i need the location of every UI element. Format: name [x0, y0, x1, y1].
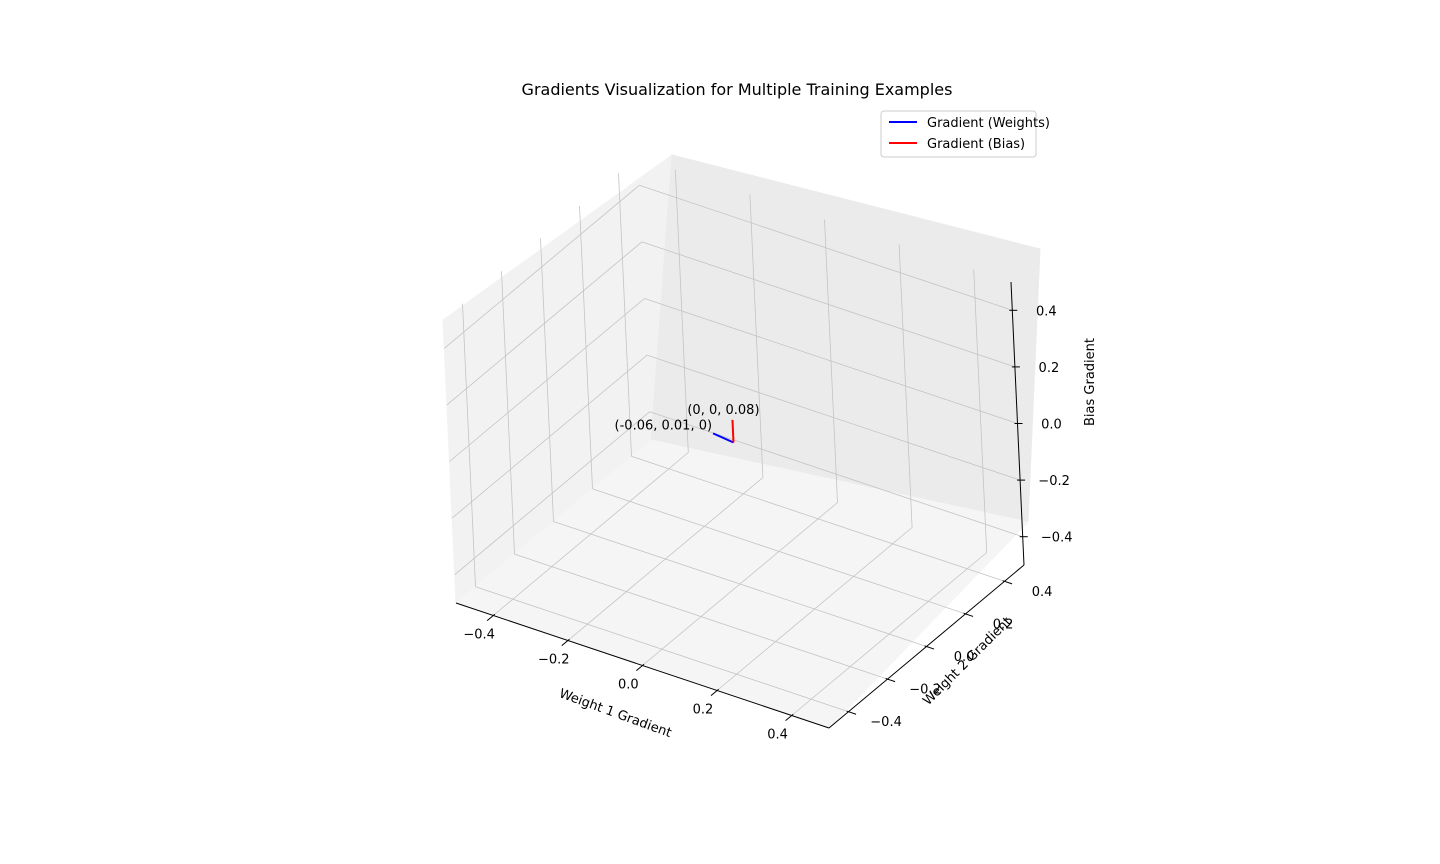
grid-line-z-left: [449, 298, 645, 462]
y-tick-label: −0.4: [870, 715, 902, 730]
x-tick-label: 0.0: [618, 678, 639, 693]
y-tick-mark: [885, 677, 896, 683]
y-tick-label: 0.4: [1032, 585, 1053, 600]
grid-line-y-floor: [475, 586, 849, 713]
y-tick-label: −0.2: [909, 683, 941, 698]
grid-line-z-left: [446, 241, 643, 406]
z-tick-label: 0.0: [1041, 418, 1062, 433]
z-tick-label: −0.4: [1041, 531, 1073, 546]
grid-line-z-back: [644, 298, 1018, 424]
grid-line-z-back: [649, 411, 1023, 538]
grid-line-z-back: [646, 354, 1021, 481]
grid-line-y-floor: [631, 455, 1005, 582]
y-axis-label: Weight 2 Gradient: [920, 614, 1014, 708]
legend-frame: [880, 110, 1037, 158]
x-tick-label: −0.4: [463, 628, 495, 643]
weights-annotation: (-0.06, 0.01, 0): [615, 418, 713, 433]
z-tick-label: 0.2: [1039, 361, 1060, 376]
grid-line-y-floor: [592, 488, 966, 615]
grid-line-z-left: [454, 411, 650, 576]
z-axis-label: Bias Gradient: [1083, 338, 1098, 426]
grid-lines: [444, 169, 1023, 716]
legend-label-weights: Gradient (Weights): [927, 116, 1050, 131]
y-tick-label: 0.0: [954, 650, 975, 665]
data-layer: [712, 419, 735, 444]
y-tick-mark: [1002, 580, 1013, 585]
y-tick-mark: [963, 612, 974, 617]
x-tick-mark: [486, 613, 496, 622]
grid-line-z-left: [444, 184, 640, 349]
y-tick-label: 0.2: [993, 617, 1014, 632]
y-tick-mark: [846, 710, 857, 715]
grid-line-z-back: [639, 184, 1013, 311]
z-tick-label: 0.4: [1036, 304, 1057, 319]
grid-line-y-floor: [514, 553, 888, 680]
x-axis-label: Weight 1 Gradient: [557, 686, 673, 741]
x-tick-mark: [710, 688, 719, 697]
grid-line-z-left: [451, 354, 648, 519]
y-tick-mark: [924, 645, 935, 650]
legend-label-bias: Gradient (Bias): [927, 137, 1025, 152]
x-tick-mark: [636, 663, 645, 672]
chart-title: Gradients Visualization for Multiple Tra…: [522, 80, 953, 99]
series-line-bias: [731, 419, 735, 443]
series-line-weights: [712, 432, 734, 444]
legend: Gradient (Weights) Gradient (Bias): [880, 110, 1050, 158]
grid-line-z-back: [641, 241, 1016, 368]
grid-line-y-floor: [553, 521, 927, 647]
z-tick-label: −0.2: [1038, 474, 1070, 489]
x-tick-label: 0.4: [767, 728, 788, 743]
tick-marks: [486, 309, 1028, 722]
x-tick-mark: [561, 638, 570, 647]
bias-annotation: (0, 0, 0.08): [687, 403, 759, 418]
x-tick-label: −0.2: [538, 653, 570, 668]
x-tick-label: 0.2: [693, 703, 714, 718]
axis-panes: [442, 153, 1041, 729]
x-tick-mark: [785, 713, 794, 722]
